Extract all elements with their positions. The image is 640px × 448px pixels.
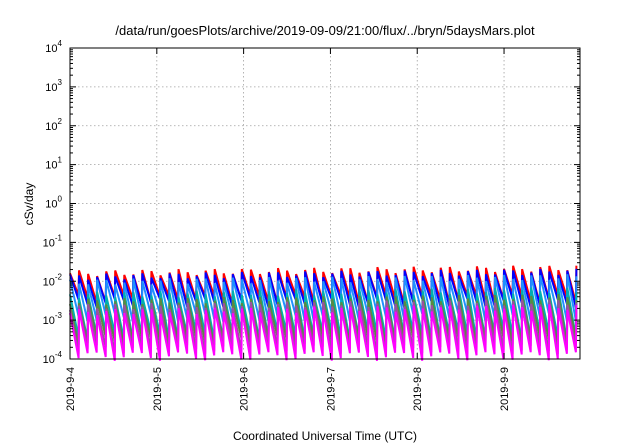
- x-tick-label: 2019-9-5: [152, 367, 164, 411]
- series-layer: [69, 265, 578, 361]
- x-axis-label: Coordinated Universal Time (UTC): [233, 429, 417, 443]
- y-tick-label: 104: [45, 39, 62, 55]
- y-tick-label: 10-3: [43, 311, 63, 327]
- x-tick-label: 2019-9-8: [412, 367, 424, 411]
- x-tick-label: 2019-9-6: [239, 367, 251, 411]
- ticks: 10-4 10-3 10-2 10-1 100 101 102 103 104 2019-9-4 2…: [43, 39, 580, 411]
- x-tick-label: 2019-9-9: [499, 367, 511, 411]
- y-tick-label: 103: [45, 78, 62, 94]
- y-axis-label: cSv/day: [22, 183, 36, 226]
- series-line-7: [69, 304, 578, 361]
- y-tick-label: 10-1: [43, 233, 63, 249]
- x-tick-label: 2019-9-7: [325, 367, 337, 411]
- x-tick-label: 2019-9-4: [65, 367, 77, 411]
- y-tick-label: 10-2: [43, 272, 63, 288]
- chart-title: /data/run/goesPlots/archive/2019-09-09/2…: [115, 23, 535, 38]
- y-tick-label: 10-4: [43, 350, 63, 366]
- y-tick-label: 101: [45, 156, 62, 172]
- y-tick-label: 102: [45, 117, 62, 133]
- y-tick-label: 100: [45, 195, 62, 211]
